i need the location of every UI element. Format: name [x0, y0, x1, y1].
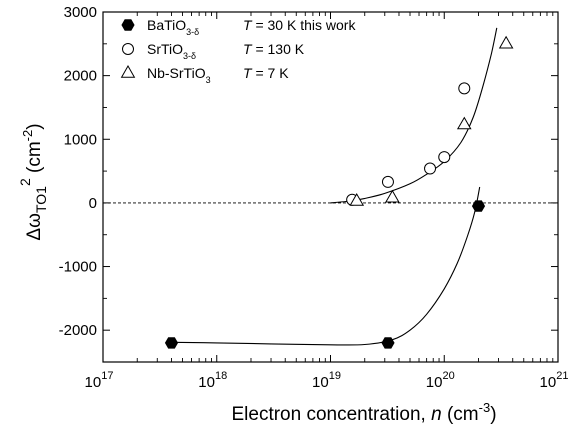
legend-label-0: BaTiO3-δ [147, 17, 199, 37]
data-point-batio3 [381, 337, 395, 349]
fit-curves [171, 27, 498, 346]
y-tick-label: -1000 [59, 259, 97, 276]
legend-temperature-1: T = 130 K [243, 41, 305, 57]
fit-curve-batio3 [171, 186, 481, 346]
y-tick-label: -2000 [59, 322, 97, 339]
y-tick-label: 3000 [64, 4, 97, 21]
legend-marker-1 [122, 43, 134, 55]
legend-temperature-0: T = 30 K this work [243, 17, 356, 33]
data-point-batio3 [164, 337, 179, 349]
fit-curve-srtio3 [330, 27, 498, 204]
x-axis-title: Electron concentration, n (cm-3) [231, 400, 496, 425]
y-axis-title: ΔωTO12 (cm-2) [17, 123, 49, 240]
data-point-nb-srtio3 [456, 116, 472, 130]
data-point-nb-srtio3 [385, 189, 400, 203]
y-axis-ticks: -2000 -1000 0 1000 2000 3000 [59, 4, 558, 363]
legend: BaTiO3-δ T = 30 K this work SrTiO3-δ T = 13… [120, 17, 356, 85]
x-tick-label: 1020 [426, 370, 455, 391]
x-tick-label: 1021 [540, 370, 569, 391]
legend-marker-2 [120, 64, 136, 78]
legend-marker-0 [121, 19, 135, 31]
data-point-srtio3 [458, 82, 471, 95]
y-tick-label: 2000 [64, 68, 97, 85]
y-tick-label: 1000 [64, 131, 97, 148]
data-point-srtio3 [381, 175, 394, 188]
data-point-srtio3 [438, 151, 451, 164]
x-axis-ticks: 1017 1018 1019 1020 1021 [85, 12, 569, 391]
y-tick-label: 0 [89, 195, 97, 212]
legend-label-2: Nb-SrTiO3 [147, 65, 211, 85]
x-tick-label: 1019 [312, 370, 341, 391]
data-markers [164, 35, 514, 349]
data-point-nb-srtio3 [498, 35, 514, 49]
x-tick-label: 1017 [85, 370, 114, 391]
x-tick-label: 1018 [198, 370, 227, 391]
legend-temperature-2: T = 7 K [243, 65, 289, 81]
data-point-nb-srtio3 [349, 192, 365, 206]
legend-label-1: SrTiO3-δ [147, 41, 196, 61]
data-point-srtio3 [424, 162, 437, 175]
data-point-batio3 [471, 200, 486, 212]
